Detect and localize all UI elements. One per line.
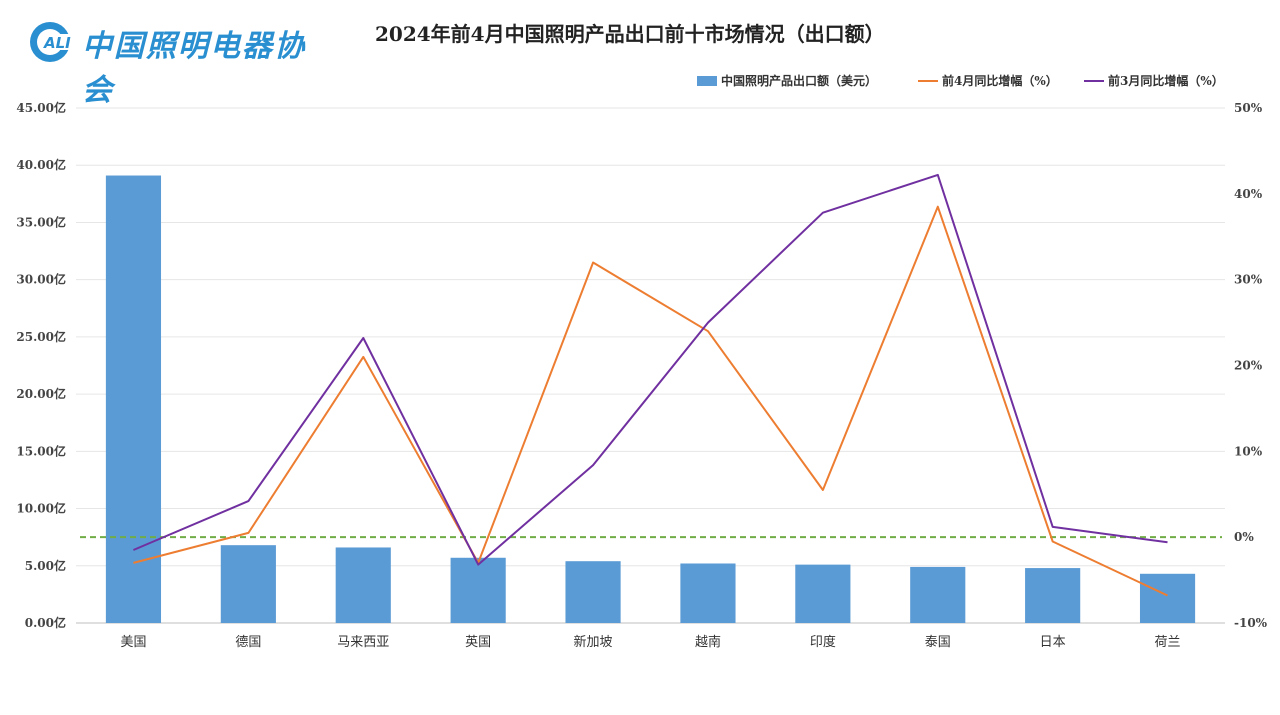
right-tick-label: 40% <box>1234 187 1263 201</box>
cali-logo-icon: ALI <box>30 22 72 62</box>
left-tick-label: 25.00亿 <box>16 329 66 344</box>
left-tick-label: 5.00亿 <box>25 558 66 573</box>
bar-日本 <box>1025 568 1081 623</box>
logo-badge: ALI <box>43 34 71 52</box>
bar-泰国 <box>910 566 966 623</box>
right-axis-ticks: -10% 0% 10% 20% 30% 40% 50% <box>1234 101 1268 630</box>
category-label: 英国 <box>465 635 491 650</box>
left-tick-label: 10.00亿 <box>16 501 66 516</box>
bar-series <box>105 175 1196 623</box>
bar-荷兰 <box>1139 573 1196 623</box>
legend-label: 前4月同比增幅（%） <box>942 73 1058 88</box>
left-tick-label: 30.00亿 <box>16 272 66 287</box>
line-series <box>133 173 1168 597</box>
category-label: 日本 <box>1040 635 1066 650</box>
bar-新加坡 <box>565 561 621 623</box>
right-tick-label: 10% <box>1234 444 1263 458</box>
left-tick-label: 0.00亿 <box>25 615 66 630</box>
category-label: 印度 <box>810 634 836 650</box>
bar-美国 <box>105 175 162 623</box>
left-tick-label: 45.00亿 <box>16 100 66 115</box>
category-label: 马来西亚 <box>337 635 389 650</box>
category-label: 德国 <box>235 635 261 650</box>
right-tick-label: 50% <box>1234 101 1263 115</box>
left-tick-label: 40.00亿 <box>16 157 66 172</box>
bar-德国 <box>220 545 276 623</box>
bar-印度 <box>795 564 851 623</box>
category-label: 新加坡 <box>574 634 613 650</box>
category-label: 越南 <box>695 634 721 650</box>
left-tick-label: 35.00亿 <box>16 214 66 229</box>
left-axis-ticks: 0.00亿 5.00亿 10.00亿 15.00亿 20.00亿 25.00亿 30.00亿… <box>16 100 66 630</box>
category-label: 美国 <box>120 635 146 650</box>
right-tick-label: -10% <box>1234 616 1268 630</box>
chart-title: 2024年前4月中国照明产品出口前十市场情况（出口额） <box>375 22 885 46</box>
legend-label: 中国照明产品出口额（美元） <box>721 73 877 88</box>
category-labels: 美国 德国 马来西亚 英国 新加坡 越南 印度 泰国 日本 荷兰 <box>120 634 1180 650</box>
legend-label: 前3月同比增幅（%） <box>1108 73 1224 88</box>
legend: 中国照明产品出口额（美元） 前4月同比增幅（%） 前3月同比增幅（%） <box>697 73 1224 88</box>
logo: ALI 中国照明电器协会 <box>28 18 328 108</box>
legend-swatch-bar <box>697 76 717 86</box>
category-label: 荷兰 <box>1155 635 1181 650</box>
right-tick-label: 0% <box>1234 530 1254 544</box>
bar-越南 <box>680 563 736 623</box>
right-tick-label: 30% <box>1234 273 1263 287</box>
left-tick-label: 20.00亿 <box>16 386 66 401</box>
line-series-apr <box>133 205 1168 597</box>
logo-text: 中国照明电器协会 <box>82 29 306 108</box>
bar-英国 <box>450 557 506 623</box>
bar-马来西亚 <box>335 547 391 623</box>
left-tick-label: 15.00亿 <box>16 443 66 458</box>
right-tick-label: 20% <box>1234 359 1263 373</box>
line-series-mar <box>133 173 1168 566</box>
category-label: 泰国 <box>925 635 951 650</box>
